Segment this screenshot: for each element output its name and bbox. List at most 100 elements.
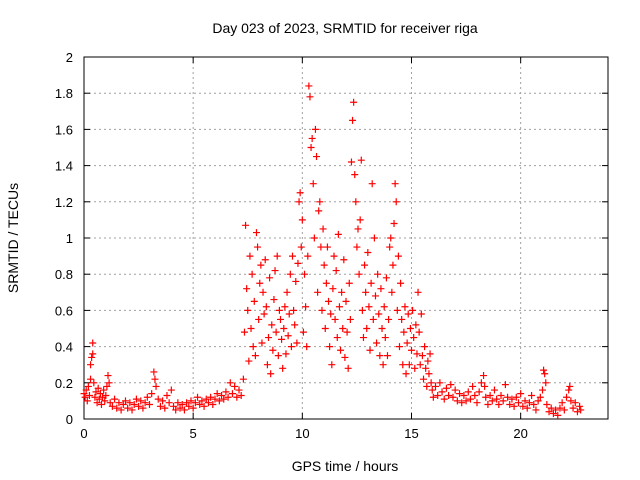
data-point — [269, 346, 277, 354]
chart-title: Day 023 of 2023, SRMTID for receiver rig… — [212, 20, 478, 36]
x-tick-labels: 0 5 10 15 20 — [80, 426, 528, 441]
data-point — [451, 386, 459, 394]
data-point — [298, 216, 306, 224]
data-point — [89, 339, 97, 347]
data-point — [218, 391, 226, 399]
data-point — [353, 243, 361, 251]
data-point — [289, 252, 297, 260]
data-point — [278, 335, 286, 343]
data-point — [391, 180, 399, 188]
data-point — [380, 303, 388, 311]
data-point — [252, 229, 260, 237]
data-point — [260, 310, 268, 318]
data-point — [404, 310, 412, 318]
data-point — [370, 234, 378, 242]
data-point — [462, 397, 470, 405]
data-point — [272, 328, 280, 336]
data-point — [245, 357, 253, 365]
data-point — [231, 382, 239, 390]
data-point — [393, 306, 401, 314]
data-point — [388, 288, 396, 296]
data-point — [167, 386, 175, 394]
data-point — [257, 261, 265, 269]
data-point — [174, 399, 182, 407]
data-point — [394, 252, 402, 260]
data-point — [508, 395, 516, 403]
data-point — [92, 388, 100, 396]
data-point — [128, 406, 136, 414]
data-point — [264, 334, 272, 342]
data-point — [447, 381, 455, 389]
data-point — [207, 393, 215, 401]
data-point — [383, 352, 391, 360]
data-point — [464, 388, 472, 396]
y-tick-labels: 0 0.2 0.4 0.6 0.8 1 1.2 1.4 1.6 1.8 2 — [55, 50, 73, 427]
grid-lines — [84, 57, 608, 419]
data-point — [165, 399, 173, 407]
data-point — [376, 352, 384, 360]
data-point — [361, 261, 369, 269]
data-point — [341, 353, 349, 361]
data-point — [280, 325, 288, 332]
data-point — [126, 399, 134, 407]
data-point — [386, 243, 394, 251]
data-point — [273, 252, 281, 260]
data-point — [180, 406, 188, 414]
data-point — [560, 406, 568, 414]
data-point — [209, 401, 217, 409]
data-point — [119, 401, 127, 409]
data-point — [271, 267, 279, 275]
data-point — [456, 390, 464, 398]
data-point — [549, 410, 557, 418]
data-point — [316, 198, 324, 206]
y-tick-label: 2 — [66, 50, 73, 65]
data-point — [424, 357, 432, 365]
data-point — [250, 297, 258, 305]
data-point — [344, 364, 352, 372]
data-point — [194, 393, 202, 401]
data-point — [213, 390, 221, 398]
data-point — [410, 334, 418, 342]
data-point — [359, 334, 367, 342]
data-point — [539, 386, 546, 394]
data-point — [484, 401, 492, 409]
y-tick-label: 0 — [66, 412, 73, 427]
data-point — [423, 382, 431, 390]
data-point — [304, 252, 312, 260]
x-tick-label: 5 — [190, 426, 197, 441]
data-point — [405, 361, 413, 369]
data-point — [352, 198, 360, 206]
data-point — [81, 393, 89, 401]
data-point — [281, 303, 289, 311]
data-point — [436, 379, 444, 387]
data-point — [434, 391, 442, 399]
y-tick-label: 0.8 — [55, 267, 73, 282]
data-point — [170, 402, 178, 410]
data-point — [528, 391, 536, 399]
y-tick-label: 0.2 — [55, 376, 73, 391]
data-point — [150, 368, 158, 376]
data-point — [222, 388, 230, 396]
plot-frame — [83, 56, 609, 420]
data-point — [337, 346, 345, 354]
data-point — [299, 328, 307, 336]
data-point — [422, 364, 430, 372]
data-point — [381, 334, 389, 342]
y-tick-label: 1 — [66, 231, 73, 246]
data-point — [124, 404, 132, 412]
data-point — [317, 243, 325, 251]
data-point — [240, 328, 248, 336]
x-tick-label: 15 — [404, 426, 418, 441]
data-point — [290, 306, 298, 314]
data-point — [293, 339, 301, 347]
data-point — [89, 350, 97, 358]
data-point — [335, 303, 343, 311]
data-point — [351, 171, 359, 179]
data-point — [226, 379, 234, 387]
data-point — [111, 395, 119, 403]
data-point — [183, 399, 191, 407]
data-point — [571, 399, 579, 407]
data-point — [139, 404, 147, 412]
data-point — [314, 288, 322, 296]
data-point — [279, 364, 287, 372]
